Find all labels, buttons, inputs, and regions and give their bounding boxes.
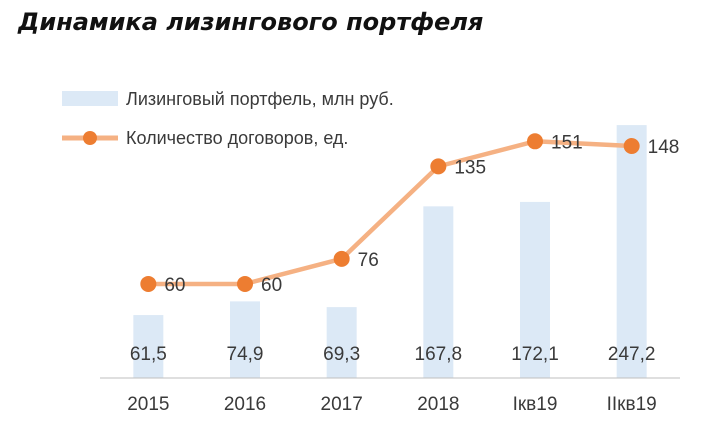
line-series: [140, 133, 640, 292]
bar-series: [133, 125, 647, 378]
bar-5: [616, 125, 647, 378]
legend-label-bar: Лизинговый портфель, млн руб.: [126, 89, 394, 109]
line-data-labels: 60 60 76 135 151 148: [164, 132, 679, 296]
line-path: [146, 139, 634, 287]
bar-value-label-5: 247,2: [608, 344, 656, 365]
line-value-label-1: 60: [261, 275, 282, 296]
line-point-0: [140, 275, 157, 292]
line-value-label-3: 135: [454, 157, 486, 178]
bar-4: [520, 201, 550, 378]
x-tick-labels: 2015 2016 2017 2018 Iкв19 IIкв19: [127, 394, 657, 415]
line-point-5: [623, 138, 640, 154]
chart-title: Динамика лизингового портфеля: [18, 8, 484, 36]
line-value-label-4: 151: [551, 132, 583, 153]
line-value-label-2: 76: [358, 250, 379, 271]
bar-1: [230, 301, 260, 378]
line-value-label-5: 148: [648, 137, 680, 158]
line-point-2: [333, 250, 350, 267]
bar-value-label-1: 74,9: [227, 344, 264, 365]
bar-data-labels: 61,5 74,9 69,3 167,8 172,1 247,2: [130, 344, 656, 365]
line-value-label-0: 60: [164, 275, 185, 296]
bar-0: [133, 315, 164, 378]
bar-value-label-2: 69,3: [323, 344, 360, 365]
line-point-3: [430, 158, 447, 175]
x-tick-label-1: 2016: [224, 394, 266, 415]
x-tick-label-2: 2017: [321, 394, 363, 415]
x-tick-label-4: Iкв19: [513, 394, 558, 415]
x-tick-label-5: IIкв19: [607, 394, 657, 415]
x-tick-label-0: 2015: [127, 394, 169, 415]
x-tick-label-3: 2018: [417, 394, 459, 415]
bar-value-label-0: 61,5: [130, 344, 167, 365]
legend-swatch-bar: [62, 91, 118, 106]
bar-3: [423, 206, 454, 378]
bar-value-label-4: 172,1: [511, 344, 559, 365]
line-point-1: [237, 275, 253, 292]
legend-swatch-marker: [83, 131, 97, 145]
legend-label-line: Количество договоров, ед.: [126, 128, 348, 148]
bar-2: [326, 307, 357, 378]
line-point-4: [527, 133, 543, 150]
legend: Лизинговый портфель, млн руб. Количество…: [62, 89, 394, 148]
bar-value-label-3: 167,8: [415, 344, 463, 365]
